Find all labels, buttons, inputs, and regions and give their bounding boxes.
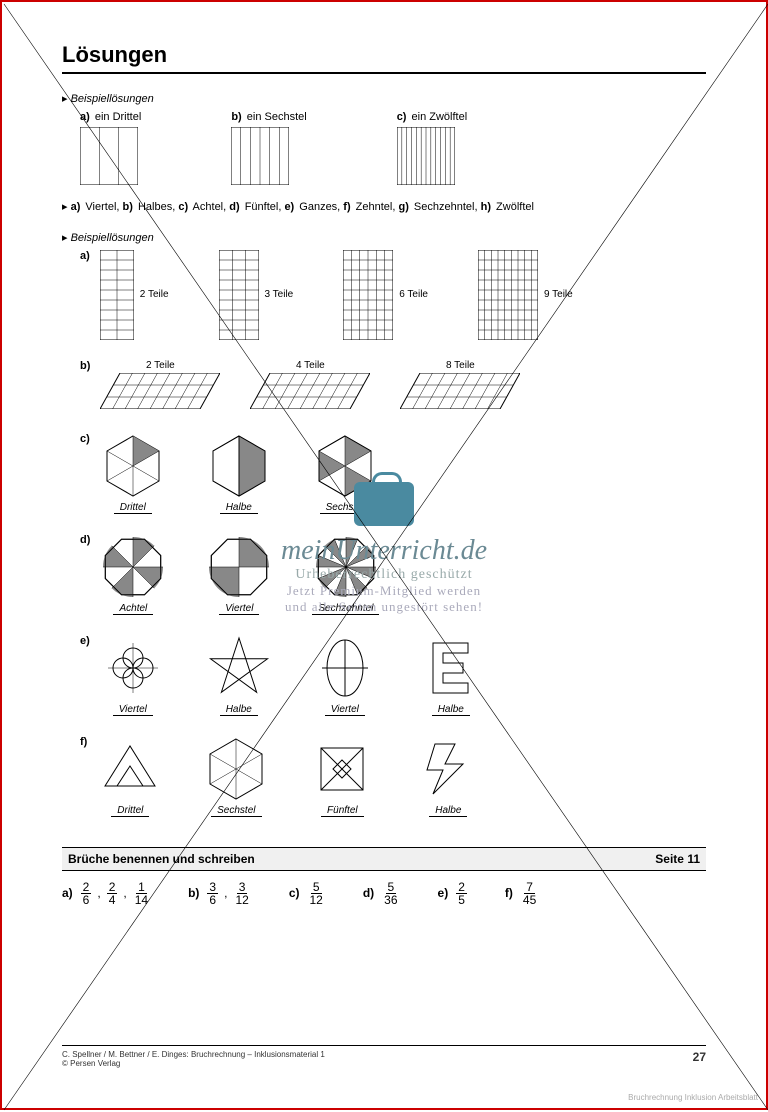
page-footer: C. Spellner / M. Bettner / E. Dinges: Br…	[62, 1045, 706, 1068]
ex3e-row: Viertel Halbe Viertel Halbe	[100, 635, 484, 716]
ex1-item: c) ein Zwölftel	[397, 111, 467, 185]
shape-diagram	[206, 635, 272, 701]
grid-diagram	[343, 250, 393, 340]
fraction-item: a)26,24,114	[62, 881, 150, 906]
ex3a-item: 9 Teile	[478, 250, 573, 340]
ex1-item: b) ein Sechstel	[231, 111, 306, 185]
shape-diagram	[312, 635, 378, 701]
ex3a-label: a)	[80, 250, 90, 354]
shape-item: Viertel	[206, 534, 272, 615]
shape-item: Drittel	[100, 433, 166, 514]
shape-diagram	[313, 534, 379, 600]
ex3b-label: b)	[80, 360, 90, 423]
fraction-item: b)36,312	[188, 881, 251, 906]
shape-diagram	[203, 736, 269, 802]
shape-diagram	[97, 736, 163, 802]
ex3b-item: 8 Teile	[400, 360, 520, 409]
shape-item: Halbe	[415, 736, 481, 817]
ex3b-item: 4 Teile	[250, 360, 370, 409]
shape-diagram	[418, 635, 484, 701]
ex3d-label: d)	[80, 534, 90, 629]
grid-diagram	[478, 250, 538, 340]
grid-diagram	[100, 373, 220, 409]
section2-pageref: Seite 11	[655, 852, 700, 866]
shape-item: Achtel	[100, 534, 166, 615]
grid-diagram	[250, 373, 370, 409]
section2-bar: Brüche benennen und schreiben Seite 11	[62, 847, 706, 871]
shape-item: Viertel	[100, 635, 166, 716]
footer-publisher: © Persen Verlag	[62, 1059, 325, 1068]
grid-diagram	[80, 127, 138, 185]
ex3d-row: Achtel Viertel Sechzehntel	[100, 534, 379, 615]
shape-item: Sechzehntel	[312, 534, 379, 615]
fraction-item: e)25	[438, 881, 467, 906]
shape-item: Halbe	[206, 635, 272, 716]
shape-diagram	[100, 534, 166, 600]
corner-note: Bruchrechnung Inklusion Arbeitsblatt	[628, 1093, 758, 1102]
ex1-item: a) ein Drittel	[80, 111, 141, 185]
ex3a-item: 3 Teile	[219, 250, 294, 340]
ex3e-label: e)	[80, 635, 90, 730]
ex3a-item: 2 Teile	[100, 250, 169, 340]
grid-diagram	[397, 127, 455, 185]
ex3-heading: Beispiellösungen	[62, 231, 706, 244]
footer-authors: C. Spellner / M. Bettner / E. Dinges: Br…	[62, 1050, 325, 1059]
shape-item: Halbe	[206, 433, 272, 514]
shape-diagram	[415, 736, 481, 802]
grid-diagram	[219, 250, 259, 340]
shape-item: Fünftel	[309, 736, 375, 817]
shape-diagram	[206, 433, 272, 499]
section2-title: Brüche benennen und schreiben	[68, 852, 255, 866]
fraction-item: d)536	[363, 881, 400, 906]
ex3c-row: Drittel Halbe Sechstel	[100, 433, 378, 514]
ex1-heading: Beispiellösungen	[62, 92, 706, 105]
footer-page-number: 27	[693, 1050, 706, 1068]
ex3b-row: 2 Teile 4 Teile 8 Teile	[100, 360, 520, 409]
page-title: Lösungen	[62, 42, 706, 74]
ex3b-item: 2 Teile	[100, 360, 220, 409]
fractions-row: a)26,24,114 b)36,312 c)512 d)536 e)25 f)745	[62, 881, 706, 906]
shape-diagram	[312, 433, 378, 499]
shape-item: Sechstel	[203, 736, 269, 817]
shape-item: Halbe	[418, 635, 484, 716]
shape-diagram	[100, 433, 166, 499]
shape-diagram	[309, 736, 375, 802]
ex3a-row: 2 Teile 3 Teile 6 Teile 9 Teile	[100, 250, 573, 340]
shape-diagram	[206, 534, 272, 600]
ex1-row: a) ein Drittel b) ein Sechstel c) ein Zwöl…	[80, 111, 706, 185]
worksheet-page: Lösungen Beispiellösungen a) ein Drittel…	[62, 42, 706, 1068]
shape-item: Viertel	[312, 635, 378, 716]
grid-diagram	[231, 127, 289, 185]
ex3a-item: 6 Teile	[343, 250, 428, 340]
grid-diagram	[100, 250, 134, 340]
fraction-item: c)512	[289, 881, 325, 906]
shape-item: Sechstel	[312, 433, 378, 514]
shape-item: Drittel	[97, 736, 163, 817]
ex3f-label: f)	[80, 736, 87, 831]
ex2-list: a) Viertel, b) Halbes, c) Achtel, d) Fün…	[62, 199, 706, 217]
fraction-item: f)745	[505, 881, 538, 906]
ex3c-label: c)	[80, 433, 90, 528]
shape-diagram	[100, 635, 166, 701]
ex3f-row: Drittel Sechstel Fünftel Halbe	[97, 736, 481, 817]
grid-diagram	[400, 373, 520, 409]
